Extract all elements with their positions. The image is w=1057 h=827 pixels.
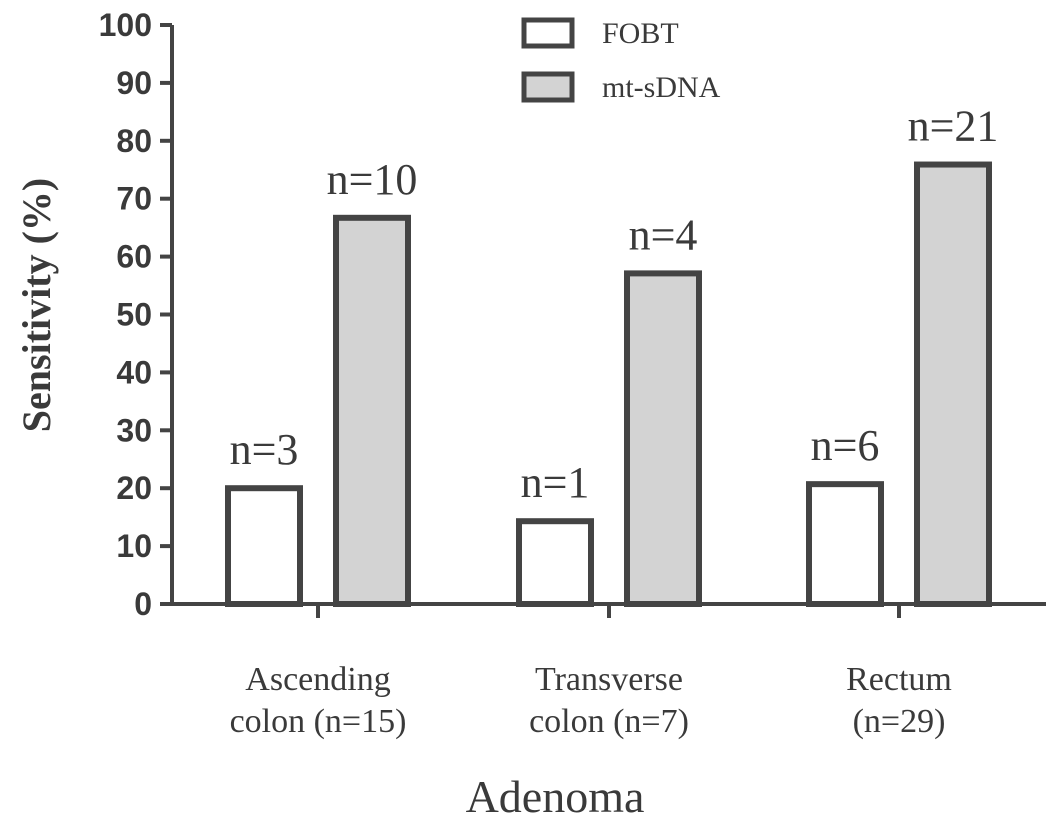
data-label: n=6 — [811, 421, 880, 470]
y-tick-label: 100 — [99, 7, 152, 43]
bar-mt-sdna-1 — [624, 270, 702, 607]
x-tick-label: Rectum — [846, 661, 952, 698]
data-label: n=1 — [521, 458, 590, 507]
legend-label: mt-sDNA — [602, 71, 721, 104]
data-label: n=21 — [908, 102, 999, 151]
y-tick-label: 20 — [116, 470, 152, 506]
y-tick-label: 30 — [116, 412, 152, 448]
legend-swatch — [521, 71, 575, 103]
bar-mt-sdna-0 — [333, 214, 411, 607]
x-tick-label: colon (n=15) — [230, 703, 407, 740]
x-axis: Ascending colon (n=15) Transverse colon (n=… — [172, 602, 1046, 740]
x-tick-label: Transverse — [535, 661, 683, 698]
y-tick-label: 90 — [116, 65, 152, 101]
data-label: n=3 — [230, 425, 299, 474]
legend: FOBT mt-sDNA — [521, 17, 721, 104]
bar-mt-sdna-2 — [914, 161, 992, 607]
y-tick-label: 80 — [116, 123, 152, 159]
y-tick-label: 40 — [116, 354, 152, 390]
data-labels: n=3 n=1 n=6 n=10 n=4 n=21 — [230, 102, 999, 508]
x-axis-title: Adenoma — [466, 771, 645, 822]
y-tick-label: 50 — [116, 297, 152, 333]
bar-fobt-2 — [806, 481, 884, 607]
y-tick-label: 0 — [134, 586, 152, 622]
y-axis-title: Sensitivity (%) — [14, 178, 59, 432]
bars — [225, 161, 992, 608]
legend-swatch — [521, 17, 575, 49]
x-tick-label: colon (n=7) — [529, 703, 689, 740]
data-label: n=4 — [629, 210, 698, 259]
x-tick-label: (n=29) — [853, 703, 946, 740]
data-label: n=10 — [327, 155, 418, 204]
y-tick-label: 70 — [116, 181, 152, 217]
y-tick-label: 10 — [116, 528, 152, 564]
y-tick-label: 60 — [116, 239, 152, 275]
bar-fobt-0 — [225, 485, 303, 608]
legend-label: FOBT — [602, 17, 679, 50]
y-axis: 0 10 20 30 40 50 60 70 80 90 100 — [99, 7, 174, 622]
bar-fobt-1 — [516, 518, 594, 607]
x-tick-label: Ascending — [245, 661, 390, 698]
